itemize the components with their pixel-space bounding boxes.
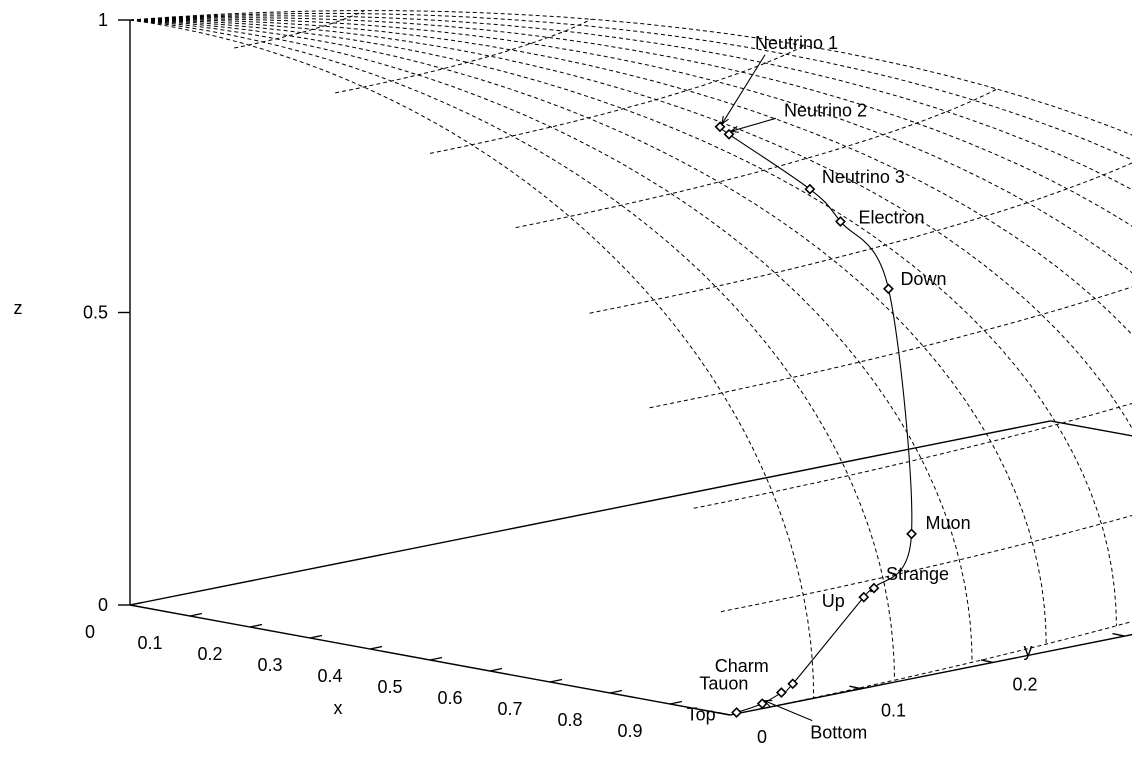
point-marker (714, 121, 726, 133)
x-tick-label: 0.2 (197, 644, 222, 664)
x-ticks: 0 0.1 0.2 0.3 0.4 0.5 0.6 0.7 0.8 0.9 (85, 601, 683, 741)
x-tick-mark (609, 689, 623, 694)
y-axis-label: y (1024, 640, 1033, 660)
point-marker (775, 687, 787, 698)
x-tick-mark (189, 612, 203, 617)
mesh-meridian (129, 15, 1132, 191)
label-arrow (721, 54, 766, 125)
x-tick-label: 0.4 (317, 666, 342, 686)
z-tick-label: 1 (98, 10, 108, 30)
y-tick-label: 0.2 (1012, 674, 1037, 694)
mesh-meridian (129, 19, 1117, 626)
point-label: Down (900, 269, 946, 289)
mesh-parallel (515, 88, 998, 229)
x-tick-label: 0.6 (437, 688, 462, 708)
x-tick-label: 0.1 (137, 633, 162, 653)
point-label: Neutrino 2 (784, 100, 867, 120)
point-marker (804, 183, 816, 195)
x-tick-label: 0.9 (617, 721, 642, 741)
mesh-meridian (129, 19, 1047, 645)
point-marker (731, 707, 743, 718)
point-marker (723, 128, 735, 140)
floor-back-edge (1050, 420, 1132, 437)
floor-left-edge (129, 420, 1051, 606)
x-tick-mark (549, 678, 563, 683)
mesh-meridian (129, 19, 895, 681)
x-axis-label: x (334, 698, 343, 718)
point-label: Electron (858, 208, 924, 228)
x-tick-label: 0.5 (377, 677, 402, 697)
x-tick-mark (489, 667, 503, 672)
x-tick-mark (669, 700, 683, 705)
point-label: Neutrino 3 (822, 167, 905, 187)
y-tick-label: 0.1 (881, 701, 906, 721)
x-tick-label: 0.3 (257, 655, 282, 675)
y-axis-line (729, 633, 1132, 716)
label-arrow (764, 700, 813, 722)
mesh-meridian (129, 19, 973, 663)
y-ticks: 00.10.20.30.40.50.60.7 (717, 632, 1125, 747)
axes (129, 20, 1132, 716)
mesh-parallel (429, 45, 805, 154)
x-tick-mark (249, 623, 263, 628)
point-label: Neutrino 1 (755, 33, 838, 53)
point-marker (883, 283, 894, 295)
x-tick-label: 0.8 (557, 710, 582, 730)
mesh-meridian (129, 19, 815, 698)
sphere-mesh (129, 10, 1132, 716)
label-arrow (730, 117, 777, 132)
point-label: Up (822, 591, 845, 611)
mesh-parallel (589, 162, 1132, 314)
x-tick-mark (309, 634, 323, 639)
arrow-head (721, 115, 729, 125)
x-tick-mark (369, 645, 383, 650)
point-label: Charm (715, 656, 769, 676)
mesh-parallel (693, 402, 1132, 509)
y-tick-mark (849, 685, 862, 690)
x-tick-mark (429, 656, 443, 661)
z-ticks: 00.51 (83, 10, 130, 615)
x-tick-label: 0.7 (497, 699, 522, 719)
point-labels: Neutrino 1 Neutrino 2 Neutrino 3 Electron Do… (687, 33, 971, 743)
data-markers (714, 121, 917, 718)
mesh-meridian (129, 18, 1132, 274)
y-tick-mark (717, 711, 731, 716)
point-label: Muon (926, 513, 971, 533)
label-arrows (721, 54, 813, 722)
mesh-meridian (129, 19, 1132, 336)
mesh-meridian (129, 12, 1132, 161)
point-label: Top (687, 705, 716, 725)
point-marker (906, 528, 917, 540)
mesh-meridian (129, 17, 1132, 227)
y-tick-label: 0 (757, 727, 767, 747)
mesh-parallel (335, 18, 592, 94)
mesh-meridian (129, 10, 1132, 136)
x-tick-mark (129, 601, 143, 606)
mesh-parallel (729, 621, 1132, 716)
mesh-parallel (234, 10, 365, 49)
y-tick-mark (980, 659, 994, 664)
point-label: Bottom (810, 723, 867, 743)
point-marker (835, 216, 846, 227)
z-axis-label: z (14, 298, 23, 318)
point-label: Strange (886, 564, 949, 584)
point-marker (756, 698, 768, 710)
y-tick-mark (1112, 632, 1125, 637)
point-marker (787, 678, 799, 690)
point-marker (858, 591, 870, 603)
point-marker (868, 582, 880, 594)
z-tick-label: 0 (98, 595, 108, 615)
x-tick-label: 0 (85, 622, 95, 642)
point-label: Tauon (699, 674, 748, 694)
z-tick-label: 0.5 (83, 303, 108, 323)
mesh-meridian (129, 19, 1132, 430)
